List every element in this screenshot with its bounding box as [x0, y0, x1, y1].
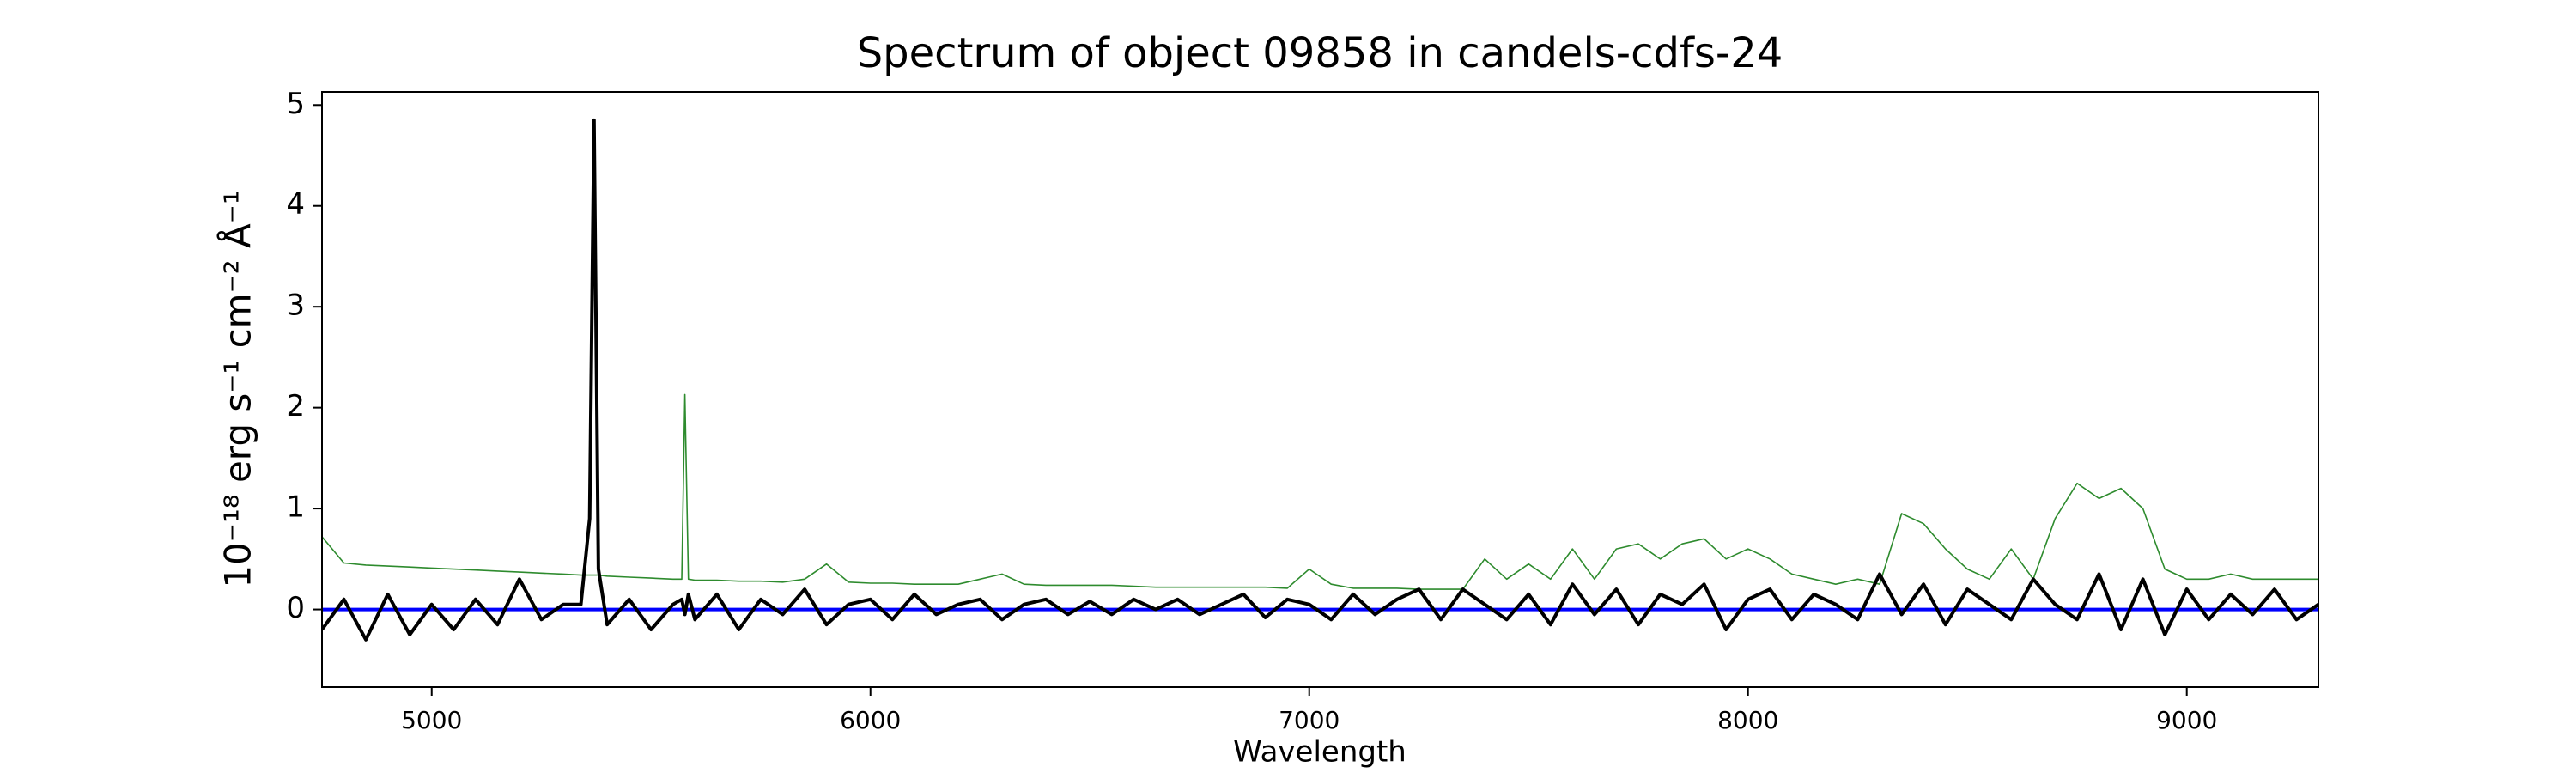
chart-title: Spectrum of object 09858 in candels-cdfs…	[857, 29, 1783, 77]
y-tick-label: 2	[286, 389, 305, 423]
y-tick-label: 5	[286, 87, 305, 121]
x-tick-label: 5000	[401, 706, 462, 734]
x-tick-label: 7000	[1279, 706, 1340, 734]
plot-frame	[321, 91, 2319, 688]
x-tick-label: 9000	[2156, 706, 2217, 734]
spectrum-line	[322, 118, 2318, 642]
y-tick-label: 4	[286, 187, 305, 222]
x-tick-label: 6000	[840, 706, 901, 734]
x-tick-label: 8000	[1717, 706, 1778, 734]
y-axis-label: 10⁻¹⁸ erg s⁻¹ cm⁻² Å⁻¹	[216, 190, 259, 587]
y-tick-label: 0	[286, 591, 305, 625]
x-axis-label: Wavelength	[1233, 735, 1406, 770]
spectrum-line	[322, 393, 2318, 590]
y-tick-label: 1	[286, 490, 305, 525]
y-tick-label: 3	[286, 289, 305, 323]
